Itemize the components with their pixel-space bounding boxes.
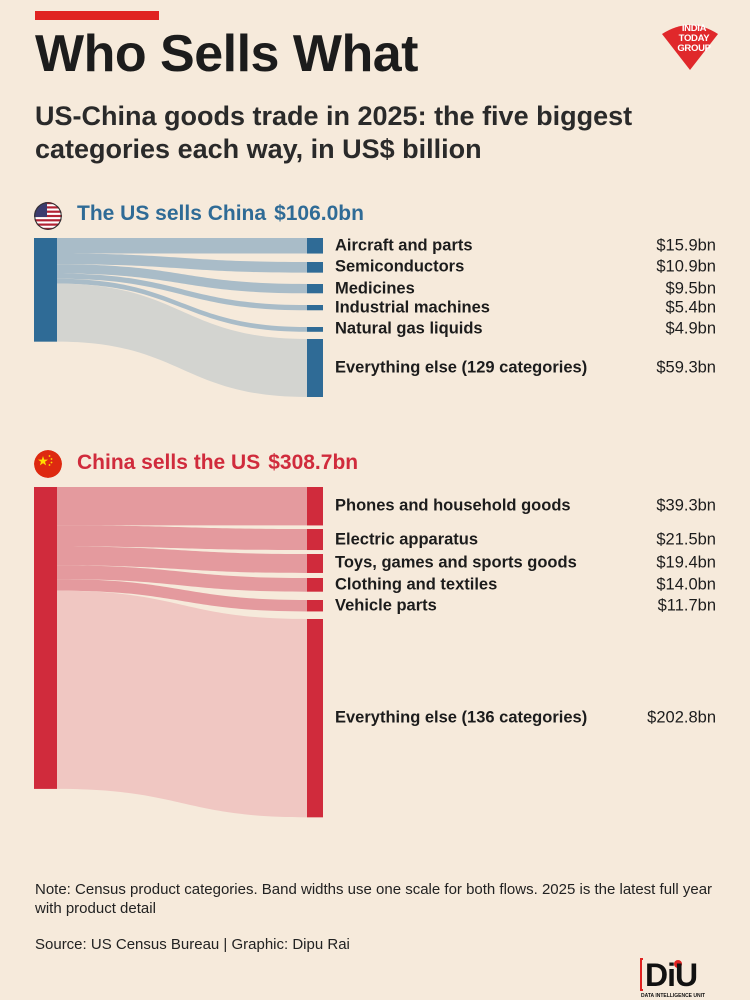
us-target-bar-2 — [307, 262, 323, 273]
cn-band-4 — [57, 565, 307, 592]
us-category-label-6: Everything else (129 categories) — [335, 358, 588, 377]
accent-bar — [35, 11, 159, 20]
diu-logo: DiU — [645, 957, 698, 993]
us-target-bar-4 — [307, 305, 323, 311]
cn-target-bar-2 — [307, 529, 323, 551]
us-section-total: $106.0bn — [274, 202, 364, 225]
us-band-5 — [57, 278, 307, 332]
us-band-2 — [57, 253, 307, 273]
us-category-label-5: Natural gas liquids — [335, 319, 483, 338]
cn-target-bar-3 — [307, 554, 323, 573]
cn-category-label-4: Clothing and textiles — [335, 575, 498, 594]
us-band-4 — [57, 273, 307, 311]
cn-band-3 — [57, 546, 307, 573]
china-section-title: China sells the US — [77, 451, 261, 474]
cn-target-bar-1 — [307, 487, 323, 526]
us-value-label-3: $9.5bn — [665, 279, 716, 298]
cn-band-6 — [57, 590, 307, 818]
us-category-label-1: Aircraft and parts — [335, 236, 473, 255]
footnote: Note: Census product categories. Band wi… — [35, 881, 713, 917]
cn-category-label-6: Everything else (136 categories) — [335, 708, 588, 727]
page-subtitle: US-China goods trade in 2025: the five b… — [35, 101, 633, 164]
us-band-3 — [57, 264, 307, 294]
us-value-label-1: $15.9bn — [656, 236, 716, 255]
us-source-bar — [34, 238, 57, 342]
cn-value-label-5: $11.7bn — [657, 596, 716, 615]
cn-band-2 — [57, 525, 307, 551]
us-target-bar-3 — [307, 284, 323, 294]
cn-value-label-2: $21.5bn — [656, 530, 716, 548]
cn-category-label-2: Electric apparatus — [335, 530, 479, 548]
us-value-label-2: $10.9bn — [656, 257, 716, 276]
cn-value-label-6: $202.8bn — [647, 708, 716, 727]
cn-value-label-3: $19.4bn — [656, 553, 716, 572]
cn-category-label-5: Vehicle parts — [335, 596, 437, 615]
us-value-label-6: $59.3bn — [656, 358, 716, 377]
cn-band-1 — [57, 487, 307, 526]
us-category-label-4: Industrial machines — [335, 298, 490, 317]
cn-value-label-1: $39.3bn — [656, 496, 716, 515]
cn-band-5 — [57, 579, 307, 612]
cn-category-label-3: Toys, games and sports goods — [335, 553, 577, 572]
us-section-title: The US sells China — [77, 202, 267, 225]
us-target-bar-5 — [307, 327, 323, 332]
china-section-heading: China sells the US $308.7bn — [77, 451, 358, 475]
cn-target-bar-6 — [307, 619, 323, 818]
diu-logo-bracket — [640, 958, 682, 991]
us-category-label-2: Semiconductors — [335, 257, 465, 276]
cn-target-bar-4 — [307, 578, 323, 592]
cn-value-label-4: $14.0bn — [656, 575, 716, 594]
us-band-1 — [57, 238, 307, 254]
us-value-label-4: $5.4bn — [665, 298, 716, 317]
cn-target-bar-5 — [307, 600, 323, 612]
diu-tagline: DATA INTELLIGENCE UNIT — [641, 993, 706, 999]
us-category-label-3: Medicines — [335, 279, 415, 298]
cn-source-bar — [34, 487, 57, 789]
us-flag-icon — [34, 202, 62, 230]
china-section-total: $308.7bn — [268, 451, 359, 474]
us-band-6 — [57, 283, 307, 397]
source-credit: Source: US Census Bureau | Graphic: Dipu… — [35, 936, 350, 953]
page-title: Who Sells What — [35, 25, 419, 83]
us-section-heading: The US sells China $106.0bn — [77, 202, 364, 226]
us-target-bar-6 — [307, 339, 323, 397]
us-target-bar-1 — [307, 238, 323, 254]
us-value-label-5: $4.9bn — [665, 319, 716, 338]
china-flag-icon — [34, 450, 62, 478]
logo-text: INDIA TODAY GROUP — [677, 23, 711, 54]
cn-category-label-1: Phones and household goods — [335, 496, 571, 515]
india-today-logo — [662, 25, 718, 70]
